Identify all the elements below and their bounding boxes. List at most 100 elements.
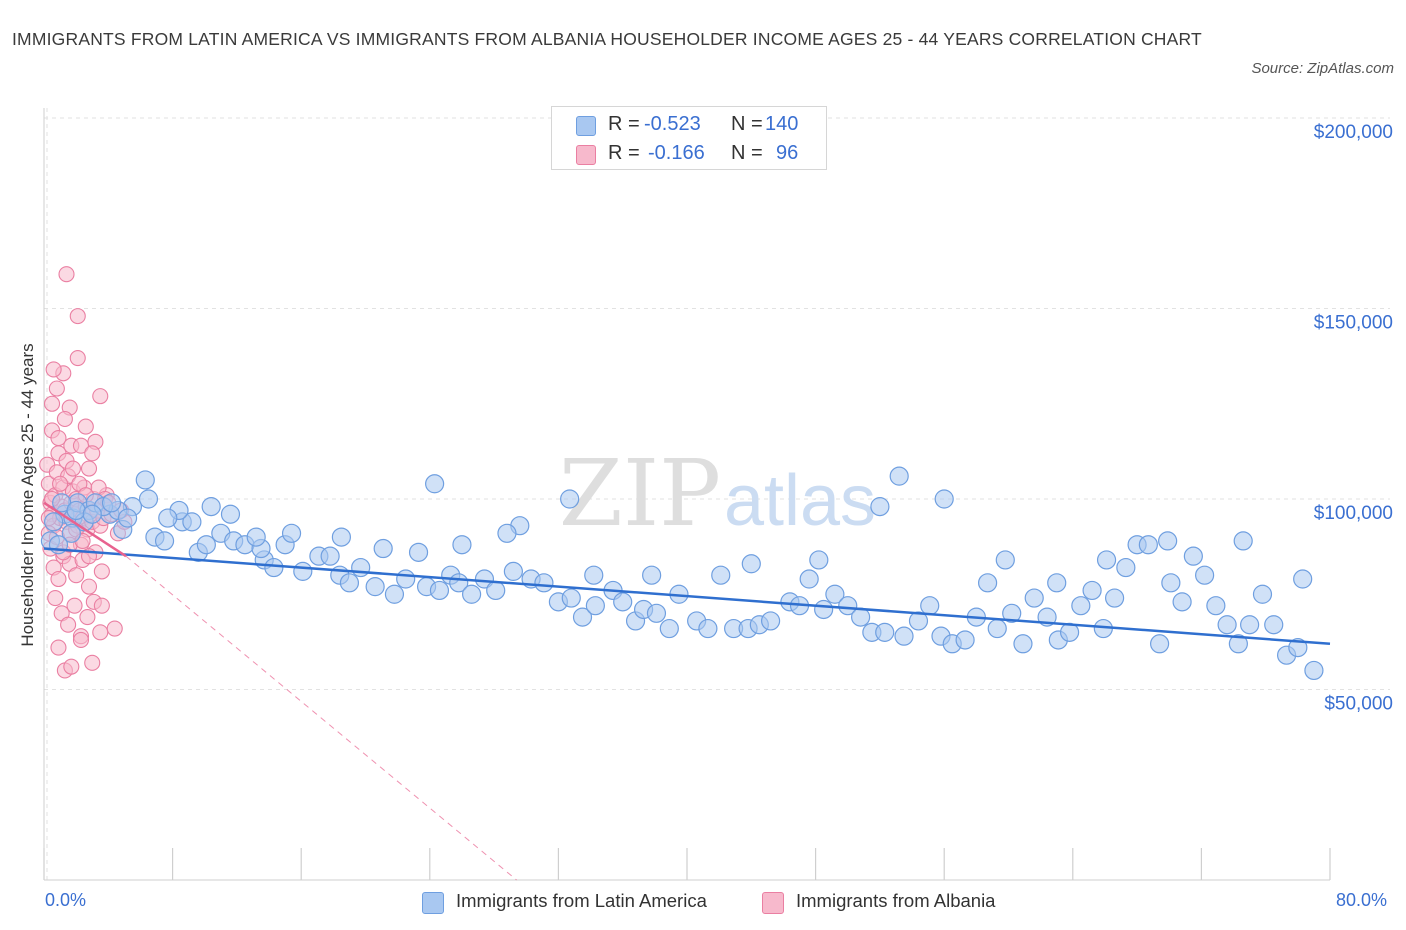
latin-america-point — [934, 489, 954, 509]
legend-r-label: R = — [608, 113, 640, 135]
albania-point — [47, 590, 64, 607]
albania-point — [52, 475, 69, 492]
axes — [43, 108, 1331, 881]
albania-point — [50, 639, 67, 656]
latin-america-points — [40, 466, 1324, 681]
watermark: ZIP atlas — [559, 440, 876, 547]
albania-point — [80, 460, 98, 477]
albania-point — [69, 308, 86, 325]
latin-america-point — [396, 569, 416, 589]
grid-lines — [44, 108, 1390, 880]
legend-n-value: 96 — [776, 142, 799, 164]
bottom-legend-swatch-blue — [422, 892, 444, 914]
legend-r-value: -0.166 — [648, 142, 705, 164]
latin-america-point — [889, 466, 909, 486]
bottom-legend-albania: Immigrants from Albania — [762, 888, 1042, 916]
latin-america-point — [82, 504, 102, 524]
latin-america-point — [117, 508, 138, 528]
latin-america-point — [158, 508, 178, 528]
latin-america-point — [1158, 531, 1178, 551]
latin-america-point — [711, 565, 731, 585]
latin-america-point — [561, 588, 581, 608]
latin-america-point — [659, 618, 679, 639]
latin-america-point — [1024, 588, 1044, 608]
albania-point — [43, 395, 61, 412]
latin-america-point — [741, 554, 761, 574]
albania-point — [45, 361, 62, 378]
latin-america-point — [1161, 573, 1181, 593]
albania-trend-extension — [125, 555, 517, 881]
albania-point — [84, 445, 101, 462]
latin-america-point — [987, 618, 1007, 639]
albania-point — [92, 388, 109, 405]
y-tick-label: $100,000 — [1314, 503, 1393, 524]
latin-america-point — [201, 497, 221, 517]
albania-point — [64, 460, 81, 477]
latin-america-point — [1116, 557, 1136, 578]
latin-america-point — [196, 535, 216, 555]
latin-america-point — [995, 550, 1015, 570]
latin-america-point — [760, 611, 781, 631]
latin-america-point — [1013, 634, 1033, 654]
albania-point — [63, 658, 80, 675]
albania-points — [39, 266, 133, 679]
latin-america-point — [320, 546, 340, 566]
latin-america-point — [1138, 535, 1158, 555]
latin-america-point — [642, 565, 662, 585]
latin-america-point — [486, 580, 506, 601]
latin-america-point — [384, 584, 405, 604]
latin-america-point — [1217, 615, 1237, 635]
latin-america-point — [1172, 592, 1192, 612]
y-tick-labels: $50,000 $100,000 $150,000 $200,000 — [1314, 122, 1393, 715]
latin-america-point — [799, 569, 819, 589]
legend-r-value: -0.523 — [644, 113, 701, 135]
latin-america-point — [1002, 603, 1022, 623]
y-tick-label: $200,000 — [1314, 122, 1393, 143]
latin-america-point — [560, 489, 580, 509]
y-tick-label: $150,000 — [1314, 313, 1393, 334]
albania-point — [56, 410, 73, 428]
latin-america-point — [875, 622, 895, 642]
latin-america-point — [154, 531, 175, 551]
albania-point — [93, 597, 110, 614]
latin-america-point — [613, 592, 633, 612]
albania-point — [50, 570, 67, 588]
latin-america-point — [365, 577, 385, 597]
latin-america-point — [373, 538, 393, 559]
latin-america-point — [978, 573, 998, 593]
chart-title: IMMIGRANTS FROM LATIN AMERICA VS IMMIGRA… — [12, 29, 1202, 49]
latin-america-point — [331, 527, 351, 547]
latin-america-point — [1104, 588, 1125, 608]
latin-america-point — [474, 569, 495, 589]
legend-swatch-pink — [576, 145, 596, 165]
albania-point — [106, 620, 123, 637]
latin-america-point — [825, 584, 845, 604]
latin-america-point — [1264, 615, 1284, 635]
latin-america-point — [646, 603, 667, 623]
latin-america-point — [1096, 550, 1117, 570]
correlation-legend: R = -0.523 N = 140 R = -0.166 N = 96 — [551, 106, 827, 170]
albania-point — [48, 380, 65, 397]
latin-america-point — [1240, 615, 1260, 635]
latin-america-point — [66, 500, 86, 521]
latin-america-point — [138, 489, 159, 509]
latin-america-point — [955, 630, 975, 650]
albania-point — [80, 578, 98, 595]
albania-point — [50, 429, 67, 447]
latin-america-point — [408, 542, 429, 562]
albania-trend-line — [43, 501, 127, 558]
albania-point — [68, 567, 85, 584]
legend-n-label: N = — [731, 142, 763, 164]
albania-point — [77, 418, 94, 435]
albania-point — [84, 654, 101, 671]
albania-point — [58, 266, 75, 283]
latin-america-point — [1288, 637, 1308, 658]
latin-america-point — [461, 584, 482, 604]
bottom-legend-label: Immigrants from Latin America — [456, 890, 707, 911]
latin-america-point — [1071, 596, 1091, 616]
albania-point — [92, 624, 109, 641]
legend-n-value: 140 — [765, 113, 799, 135]
latin-america-point — [220, 504, 241, 524]
latin-america-point — [182, 512, 202, 532]
watermark-atlas: atlas — [724, 461, 876, 541]
